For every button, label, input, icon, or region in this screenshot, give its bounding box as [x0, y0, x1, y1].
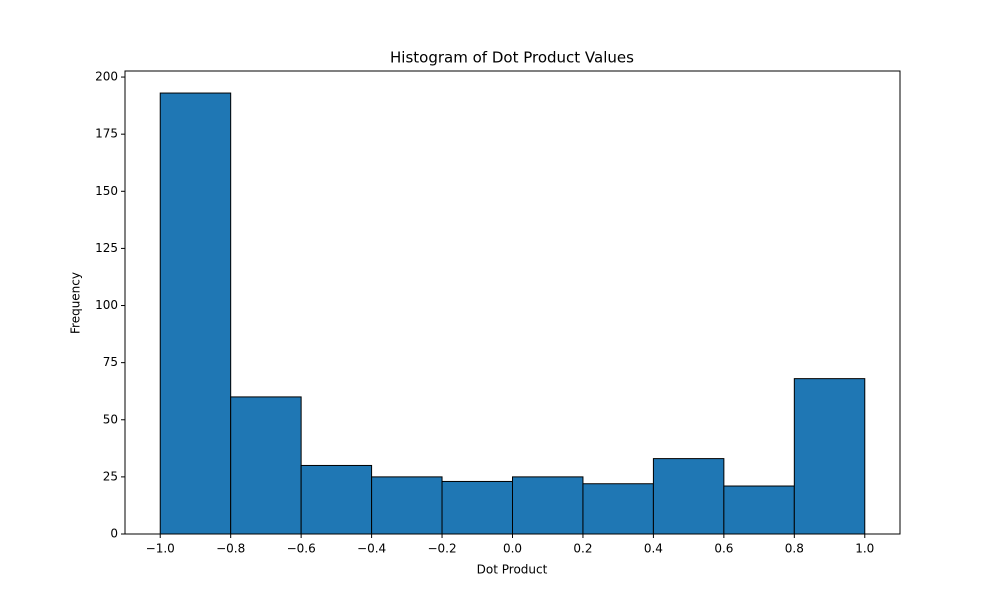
y-tick-label: 75 — [103, 355, 118, 369]
bar — [300, 464, 373, 535]
x-tick-label: 1.0 — [855, 542, 874, 556]
bar — [582, 483, 654, 535]
x-tick-label: 0.0 — [503, 542, 522, 556]
x-tick-label: 0.2 — [573, 542, 592, 556]
bar — [723, 485, 795, 535]
y-tick-label: 25 — [103, 469, 118, 483]
bar — [371, 476, 443, 535]
x-axis-label: Dot Product — [477, 563, 548, 577]
x-tick-label: −0.4 — [357, 542, 386, 556]
bar — [159, 92, 232, 535]
bar — [512, 476, 584, 535]
y-tick-label: 175 — [95, 127, 118, 141]
y-tick-label: 150 — [95, 184, 118, 198]
x-tick-label: 0.8 — [785, 542, 804, 556]
x-tick-label: 0.4 — [644, 542, 663, 556]
y-tick-label: 0 — [110, 527, 118, 541]
x-tick-label: −0.2 — [427, 542, 456, 556]
y-tick-label: 125 — [95, 241, 118, 255]
y-tick-label: 100 — [95, 298, 118, 312]
bar — [230, 396, 302, 535]
bar — [441, 480, 513, 535]
bar — [652, 458, 725, 535]
chart-title: Histogram of Dot Product Values — [390, 49, 634, 67]
x-tick-label: −1.0 — [146, 542, 175, 556]
x-tick-label: −0.6 — [287, 542, 316, 556]
y-axis-label: Frequency — [69, 272, 83, 334]
y-tick-label: 50 — [103, 412, 118, 426]
bar — [793, 378, 866, 535]
x-tick-label: 0.6 — [714, 542, 733, 556]
x-tick-label: −0.8 — [216, 542, 245, 556]
y-tick-label: 200 — [95, 70, 118, 84]
